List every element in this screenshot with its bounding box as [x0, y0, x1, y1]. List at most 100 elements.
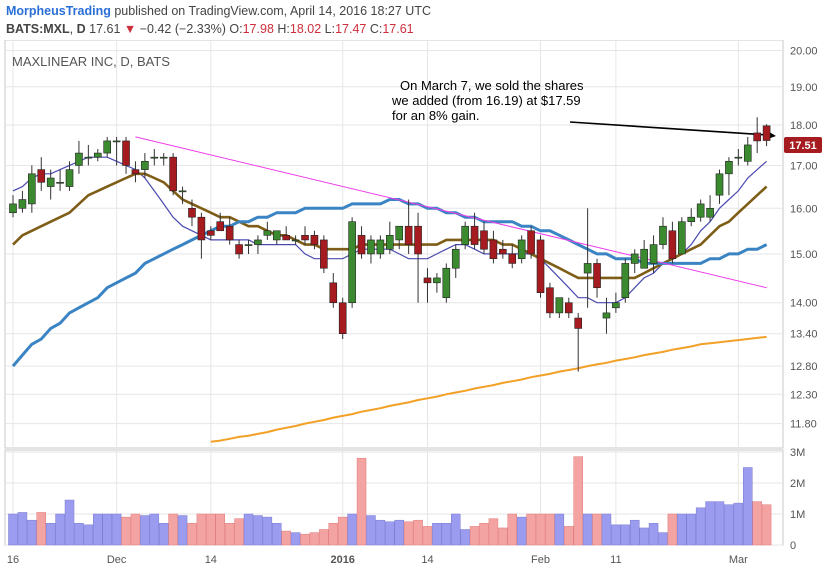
volume-bar [507, 513, 518, 546]
candle-body [640, 248, 648, 269]
time-tick-label: 16 [7, 554, 19, 566]
volume-bar [516, 516, 527, 546]
volume-bar [177, 515, 188, 546]
candle-body [141, 160, 149, 170]
volume-bar [224, 523, 235, 546]
volume-bar [74, 523, 84, 546]
volume-tick-label: 2M [790, 478, 805, 490]
volume-bar [733, 502, 744, 546]
candle-body [310, 235, 319, 245]
last-price: 17.61 [89, 22, 121, 36]
price-chart[interactable]: 20.00 19.00 18.00 17.00 16.00 15.00 14.00 13.40… [0, 40, 828, 569]
candle-body [612, 302, 620, 309]
volume-bar [564, 526, 574, 546]
candle-body [696, 203, 705, 218]
volume-bar [102, 513, 112, 546]
volume-bar [460, 529, 470, 546]
volume-bar [111, 513, 122, 546]
volume-bar [752, 501, 762, 546]
candle-body [659, 225, 667, 245]
price-tick-label: 14.00 [790, 298, 818, 310]
volume-bar [498, 527, 508, 546]
candle-body [244, 244, 253, 246]
volume-bar [309, 532, 320, 546]
volume-bar [545, 513, 555, 546]
price-tick-label: 15.00 [790, 249, 818, 261]
price-tick-label: 16.00 [790, 203, 818, 215]
candle-body [574, 317, 583, 329]
volume-bar [554, 513, 565, 546]
volume-bar [187, 523, 197, 546]
time-tick-label: 2016 [330, 554, 354, 566]
volume-bar [469, 526, 480, 546]
candle-body [9, 203, 17, 214]
volume-bar [196, 513, 207, 546]
candle-body [28, 173, 36, 205]
volume-bar [629, 519, 640, 546]
candle-body [433, 277, 441, 284]
volume-bar [667, 513, 678, 546]
volume-bar [45, 523, 56, 546]
candle-body [753, 132, 761, 142]
volume-bar [601, 513, 612, 546]
candle-body [451, 248, 460, 269]
volume-bar [582, 513, 593, 546]
candle-body [150, 156, 159, 159]
annotation-arrow [569, 121, 769, 136]
candle-body [706, 208, 714, 218]
volume-bar [677, 513, 687, 546]
candle-body [263, 230, 272, 236]
volume-tick-label: 3M [790, 447, 805, 459]
price-tick-label: 18.00 [790, 120, 818, 132]
volume-axis: 3M 2M 1M 0 [790, 447, 805, 552]
candle-body [207, 230, 215, 236]
volume-bars [8, 456, 772, 546]
svg-text:17.51: 17.51 [789, 140, 817, 152]
volume-bar [272, 523, 282, 546]
candle-body [668, 230, 677, 259]
time-axis[interactable]: 16 Dec 14 2016 14 Feb 11 Mar [7, 554, 748, 566]
low-value: 17.47 [335, 22, 367, 36]
candle-body [348, 221, 356, 304]
chart-header: MorpheusTrading published on TradingView… [0, 0, 828, 40]
candle-body [357, 235, 366, 255]
annotation-line: we added (from 16.19) at $17.59 [391, 93, 581, 108]
candle-body [489, 239, 498, 259]
volume-bar [300, 533, 310, 546]
candle-body [743, 144, 752, 162]
volume-bar [17, 512, 28, 546]
price-tick-label: 19.00 [790, 82, 818, 94]
candle-body [112, 140, 121, 143]
volume-bar [479, 523, 489, 546]
volume-bar [450, 513, 461, 546]
time-tick-label: Feb [531, 554, 550, 566]
annotation-text: On March 7, we sold the shares we added (… [391, 78, 584, 123]
open-label: O: [229, 22, 243, 36]
time-tick-label: Dec [107, 554, 127, 566]
volume-bar [64, 499, 75, 546]
volume-bar [639, 527, 649, 546]
candle-body [131, 169, 140, 175]
volume-bar [168, 513, 178, 546]
trend-line [135, 136, 767, 289]
symbol-label[interactable]: BATS:MXL [6, 22, 70, 36]
price-tick-label: 20.00 [790, 46, 818, 58]
high-label: H: [277, 22, 290, 36]
author-link[interactable]: MorpheusTrading [6, 4, 111, 18]
candle-body [734, 156, 743, 159]
candle-body [169, 156, 177, 192]
volume-bar [385, 521, 395, 546]
volume-bar [253, 515, 263, 546]
price-axis[interactable]: 20.00 19.00 18.00 17.00 16.00 15.00 14.00 13.40… [790, 46, 818, 431]
candle-body [536, 239, 545, 294]
close-value: 17.61 [382, 22, 414, 36]
candle-body [470, 225, 479, 245]
volume-bar [648, 523, 659, 546]
candle-body [225, 225, 234, 241]
volume-bar [149, 513, 160, 546]
volume-bar [215, 513, 225, 546]
candle-body [235, 244, 243, 255]
publish-info: published on TradingView.com, April 14, … [114, 4, 431, 18]
candle-body [414, 225, 422, 255]
volume-bar [714, 501, 725, 546]
